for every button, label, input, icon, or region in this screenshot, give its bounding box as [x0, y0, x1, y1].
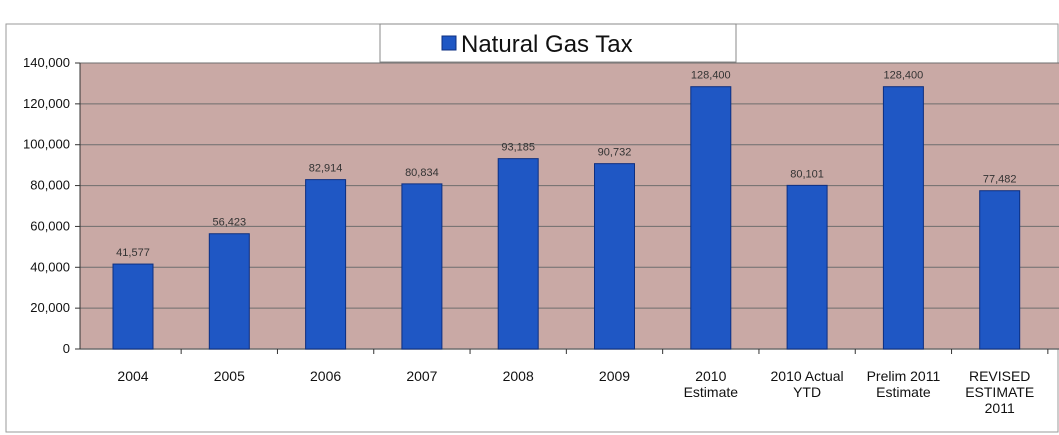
category-label: 2010 Actual — [771, 368, 844, 384]
bar — [112, 263, 154, 350]
bar — [497, 158, 539, 350]
y-tick-label: 100,000 — [23, 137, 70, 152]
data-label: 128,400 — [884, 70, 924, 82]
data-label: 128,400 — [691, 70, 731, 82]
bar — [979, 190, 1021, 350]
category-label: Estimate — [876, 384, 931, 400]
legend-label: Natural Gas Tax — [461, 31, 633, 58]
category-label: 2006 — [310, 368, 341, 384]
y-tick-label: 140,000 — [23, 55, 70, 70]
y-tick-label: 80,000 — [30, 178, 70, 193]
data-label: 80,101 — [790, 168, 824, 180]
y-tick-label: 20,000 — [30, 300, 70, 315]
category-label: ESTIMATE — [965, 384, 1034, 400]
bars — [112, 86, 1021, 350]
bar — [786, 184, 828, 350]
data-label: 77,482 — [983, 174, 1017, 186]
y-tick-label: 60,000 — [30, 218, 70, 233]
category-label: YTD — [793, 384, 821, 400]
category-label: 2004 — [117, 368, 148, 384]
bar — [690, 86, 732, 350]
data-labels: 41,577 56,423 82,914 80,834 93,185 90,732 128,… — [116, 70, 1016, 259]
y-axis: 0 20,000 40,000 60,000 80,000 100,000 120,000 1… — [23, 55, 81, 356]
category-label: 2007 — [406, 368, 437, 384]
data-label: 80,834 — [405, 167, 439, 179]
y-tick-label: 40,000 — [30, 259, 70, 274]
category-label: Prelim 2011 — [867, 368, 941, 384]
data-label: 41,577 — [116, 247, 150, 259]
bar — [305, 179, 347, 350]
category-axis: 2004 2005 2006 2007 2008 2009 2010Estimate2010… — [117, 349, 1049, 416]
category-label: 2010 — [695, 368, 726, 384]
data-label: 56,423 — [212, 217, 246, 229]
category-label: 2011 — [985, 400, 1015, 416]
bar — [594, 163, 635, 350]
category-label: REVISED — [969, 368, 1030, 384]
y-tick-label: 120,000 — [23, 96, 70, 111]
bar — [208, 233, 250, 350]
legend-swatch — [441, 35, 457, 51]
category-label: 2008 — [503, 368, 534, 384]
data-label: 93,185 — [501, 142, 535, 154]
legend-box — [379, 23, 737, 63]
y-tick-label: 0 — [63, 341, 70, 356]
data-label: 90,732 — [598, 147, 632, 159]
legend: Natural Gas Tax — [379, 23, 737, 63]
category-label: Estimate — [684, 384, 739, 400]
category-label: 2005 — [214, 368, 245, 384]
category-label: 2009 — [599, 368, 630, 384]
bar — [401, 183, 443, 350]
bar — [882, 86, 924, 350]
data-label: 82,914 — [309, 163, 343, 175]
